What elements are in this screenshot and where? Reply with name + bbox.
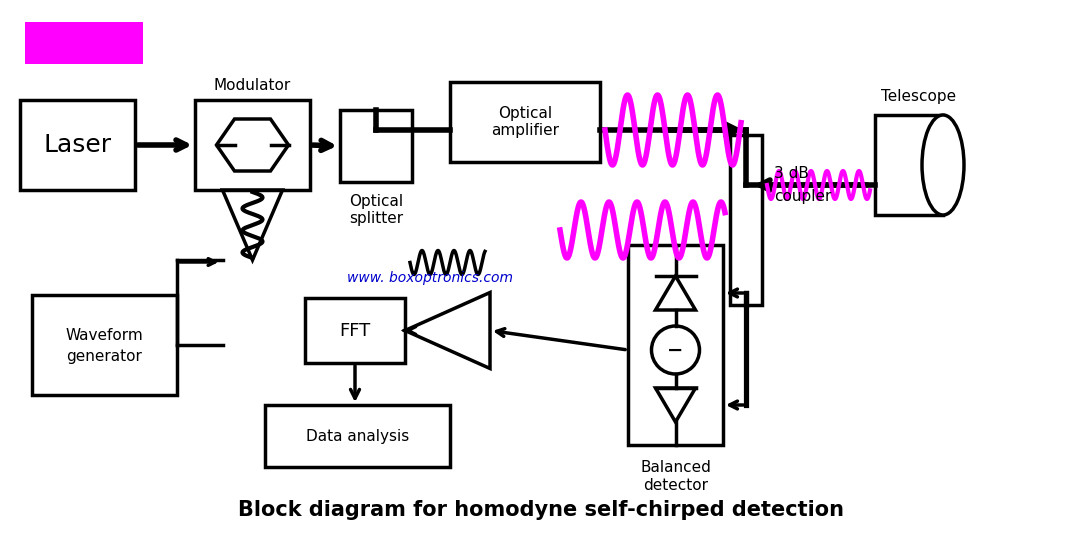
Bar xyxy=(265,405,450,467)
Bar xyxy=(32,295,177,395)
Text: Telescope: Telescope xyxy=(882,89,956,105)
Bar xyxy=(195,100,311,190)
Text: Waveform: Waveform xyxy=(66,327,144,343)
Text: Optical
splitter: Optical splitter xyxy=(348,194,404,226)
Text: www. boxoptronics.com: www. boxoptronics.com xyxy=(347,271,513,285)
Bar xyxy=(19,100,135,190)
Bar xyxy=(25,22,143,64)
Text: −: − xyxy=(668,340,684,359)
Bar xyxy=(628,245,723,445)
Bar xyxy=(875,115,944,215)
Text: Laser: Laser xyxy=(43,133,111,157)
Text: FFT: FFT xyxy=(340,321,371,339)
Bar xyxy=(730,135,762,305)
Text: coupler: coupler xyxy=(774,190,831,204)
Text: Data analysis: Data analysis xyxy=(306,429,409,443)
Text: Modulator: Modulator xyxy=(214,79,291,94)
Text: Optical
amplifier: Optical amplifier xyxy=(491,106,559,138)
Text: Block diagram for homodyne self-chirped detection: Block diagram for homodyne self-chirped … xyxy=(238,500,844,520)
Text: detector: detector xyxy=(643,478,708,493)
Text: 3 dB: 3 dB xyxy=(774,165,809,180)
Ellipse shape xyxy=(922,115,964,215)
Bar xyxy=(450,82,601,162)
Bar xyxy=(340,110,412,182)
Text: generator: generator xyxy=(67,350,143,365)
Bar xyxy=(305,298,405,363)
Text: Balanced: Balanced xyxy=(641,460,711,474)
